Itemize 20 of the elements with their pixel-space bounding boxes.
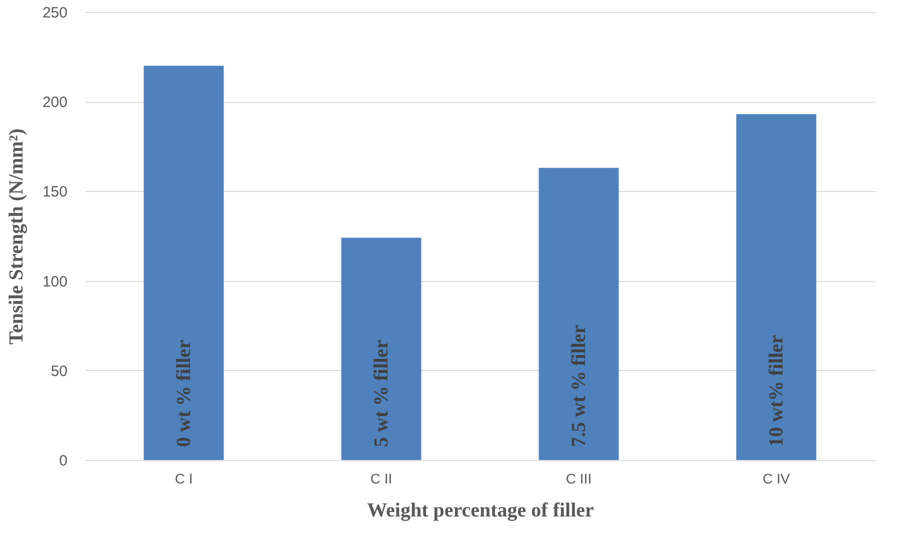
x-tick-label: C I bbox=[174, 470, 193, 486]
y-tick-label: 150 bbox=[42, 184, 68, 201]
bar bbox=[341, 238, 422, 460]
annotation: 7.5 wt % filler bbox=[568, 324, 590, 447]
y-tick-label: 100 bbox=[42, 273, 68, 290]
bar bbox=[736, 114, 816, 460]
x-tick-label: C IV bbox=[762, 470, 791, 486]
bar bbox=[538, 168, 619, 460]
annotation: 0 wt % filler bbox=[172, 340, 195, 447]
y-tick-label: 50 bbox=[50, 362, 68, 380]
annotation: 10 wt% filler bbox=[765, 334, 788, 447]
y-axis-title: Tensile Strength (N/mm²) bbox=[5, 128, 28, 344]
annotation: 5 wt % filler bbox=[370, 340, 392, 447]
bar bbox=[144, 66, 224, 460]
y-tick-label: 0 bbox=[59, 452, 68, 470]
y-tick-label: 200 bbox=[42, 94, 68, 112]
x-tick-label: C III bbox=[566, 470, 592, 486]
y-tick-label: 250 bbox=[42, 4, 68, 22]
x-axis-title: Weight percentage of filler bbox=[367, 500, 594, 522]
x-tick-label: C II bbox=[370, 470, 392, 486]
